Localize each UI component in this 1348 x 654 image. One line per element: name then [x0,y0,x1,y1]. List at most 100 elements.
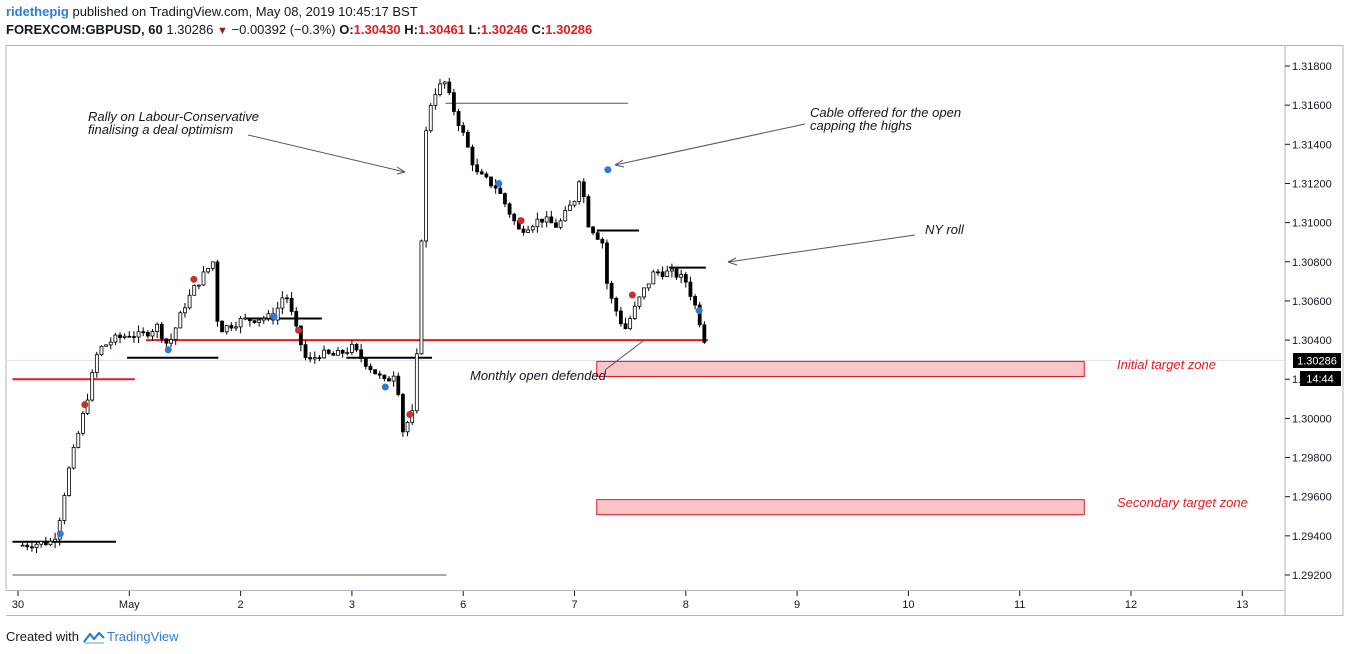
cable-arrowhead [614,159,625,168]
candle-body-up [669,268,674,272]
author-name[interactable]: ridethepig [6,4,69,19]
candle-body-down [697,304,702,326]
time-tick-label: May [119,599,140,611]
candle-body-up [257,319,262,323]
red-signal-marker [517,217,525,225]
candle-body-down [540,218,544,223]
price-tick-label: 1.30000 [1292,413,1332,425]
nyroll-arrowhead [727,257,738,266]
candle-body-down [132,336,136,338]
candle-body-down [702,324,707,343]
candle-body-up [201,271,206,286]
candle-body-up [438,83,442,96]
candle-body-down [215,261,220,322]
candle-body-up [104,344,109,347]
target-zone-box [596,499,1085,516]
red-signal-marker [81,401,89,409]
rally-annotation-line1: Rally on Labour-Conservative [88,109,259,124]
time-axis: 30 May 2 3 6 7 8 9 10 11 12 13 [12,591,1248,611]
candle-body-down [285,297,289,300]
blue-signal-marker [270,313,278,321]
blue-signal-marker [164,346,172,354]
candle-body-up [336,349,340,356]
candle-body-down [674,268,679,278]
candle-body-down [656,271,660,274]
created-with-text: Created with [6,629,79,644]
candle-body-up [563,209,568,222]
high-value: 1.30461 [418,22,466,37]
candle-body-down [452,92,456,112]
candle-body-up [53,538,57,542]
blue-signal-marker [695,307,703,315]
candle-body-up [558,220,563,228]
blue-signal-marker [56,530,64,538]
candle-body-up [196,284,201,287]
candle-body-down [595,232,600,240]
candle-body-up [183,307,187,314]
published-text: published on TradingView.com, May 08, 20… [72,4,418,19]
open-value: 1.30430 [353,22,401,37]
time-tick-label: 7 [571,599,577,611]
price-tick-label: 1.31600 [1292,100,1332,112]
candle-body-down [354,343,359,351]
candle-body-down [618,310,623,325]
candle-body-down [326,349,331,354]
candle-body-down [512,213,517,222]
candle-body-up [261,317,266,321]
annotation-arrows [247,123,916,371]
candle-body-up [39,541,44,545]
candle-body-up [419,240,424,355]
candle-body-up [530,226,535,231]
tradingview-brand-link[interactable]: TradingView [106,629,179,644]
candle-body-up [122,335,127,338]
red-signal-marker [406,410,414,418]
candle-body-up [62,495,67,521]
candle-body-down [521,228,526,233]
candle-body-up [71,446,76,469]
candle-body-down [359,349,364,359]
candle-body-up [637,296,642,307]
candle-body-up [442,81,447,85]
candle-body-down [164,338,169,344]
candle-body-up [57,520,62,540]
candle-body-down [479,171,484,175]
candle-body-down [475,164,480,173]
candle-body-down [252,320,257,323]
red-signal-marker [190,275,198,283]
candle-body-down [145,331,150,337]
rally-annotation-line2: finalising a deal optimism [88,122,233,137]
candle-body-down [600,238,605,244]
price-axis-frame[interactable] [1284,45,1344,616]
candle-body-up [424,130,429,242]
candle-body-up [94,354,99,373]
candle-body-up [679,274,684,278]
candle-body-up [224,325,229,333]
candle-body-up [535,218,540,228]
rally-arrowhead [396,166,406,175]
candle-body-up [428,105,433,132]
price-tick-label: 1.31800 [1292,61,1332,73]
candle-body-up [108,341,113,346]
publish-info: ridethepig published on TradingView.com,… [6,4,418,19]
candle-body-down [396,375,401,395]
candle-body-down [331,353,336,356]
candle-body-up [81,412,85,434]
candle-body-down [461,125,466,133]
time-tick-label: 10 [902,599,914,611]
candle-body-down [614,297,619,312]
tradingview-logo-icon[interactable] [83,630,105,644]
candle-body-up [405,421,410,433]
candle-body-up [136,331,141,338]
time-tick-label: 13 [1236,599,1248,611]
candle-body-up [414,353,419,412]
candle-body-up [526,229,531,233]
blue-signal-marker [604,166,612,174]
price-tick-label: 1.31200 [1292,178,1332,190]
cable-annotation-line1: Cable offered for the open [810,105,961,120]
candle-body-up [234,326,238,329]
price-tick-label: 1.29400 [1292,531,1332,543]
candle-body-down [377,373,382,376]
candle-body-up [238,317,243,328]
candle-body-down [498,187,503,194]
